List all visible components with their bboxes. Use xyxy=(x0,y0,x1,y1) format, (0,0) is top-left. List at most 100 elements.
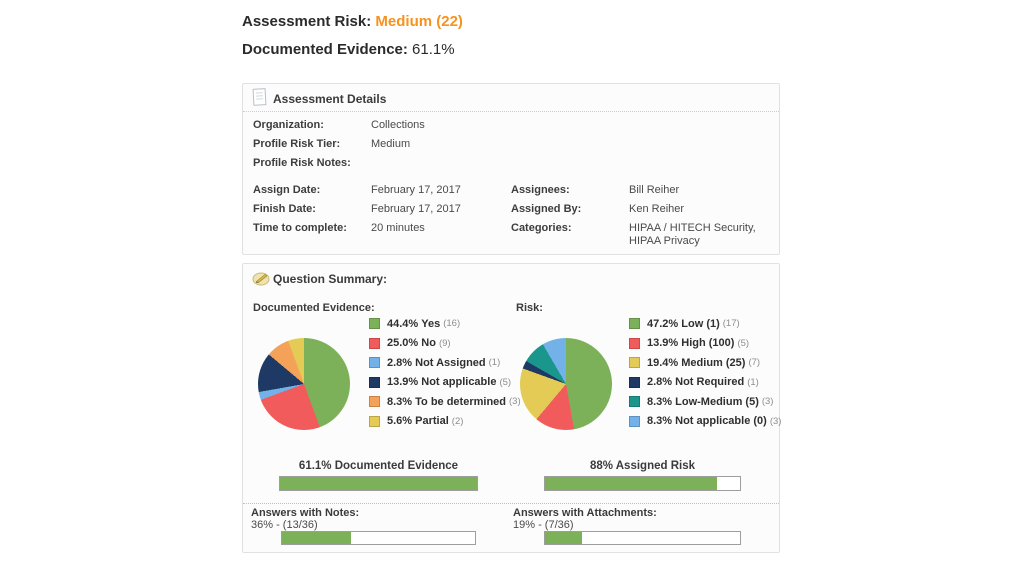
field-value: Collections xyxy=(371,119,425,131)
legend-item: 13.9% High (100) (5) xyxy=(629,334,781,354)
field-value: Bill Reiher xyxy=(629,184,680,196)
legend-count: (9) xyxy=(438,337,451,349)
legend-label: Partial xyxy=(415,415,449,428)
assessment-risk-value: Medium (22) xyxy=(375,13,463,30)
risk-pie-chart xyxy=(520,338,612,430)
legend-label: Low-Medium (5) xyxy=(675,395,759,408)
legend-count: (16) xyxy=(443,318,461,330)
legend-count: (1) xyxy=(488,357,501,369)
legend-pct: 25.0% xyxy=(387,337,419,350)
evidence-chart-label: Documented Evidence: xyxy=(253,302,375,314)
note-pencil-icon xyxy=(252,270,271,291)
documented-evidence-progress-fill xyxy=(280,477,477,490)
field-label: Profile Risk Tier: xyxy=(253,138,341,150)
legend-swatch xyxy=(629,337,640,349)
assessment-details-header: Assessment Details xyxy=(243,84,779,112)
legend-item: 44.4% Yes (16) xyxy=(369,314,521,334)
field-label: Finish Date: xyxy=(253,203,316,215)
answers-with-attachments-progress-fill xyxy=(545,532,583,544)
legend-swatch xyxy=(629,318,640,330)
legend-swatch xyxy=(629,396,640,408)
assigned-risk-progress-fill xyxy=(545,477,717,490)
risk-chart-label: Risk: xyxy=(516,302,543,314)
legend-pct: 8.3% xyxy=(647,395,673,408)
legend-swatch xyxy=(369,357,380,369)
field-label: Time to complete: xyxy=(253,222,347,234)
legend-swatch xyxy=(369,337,380,349)
legend-label: To be determined xyxy=(415,395,507,408)
risk-legend: 47.2% Low (1) (17) 13.9% High (100) (5) … xyxy=(629,314,781,431)
field-label: Assignees: xyxy=(511,184,570,196)
assessment-details-panel: Assessment Details Organization: Collect… xyxy=(242,83,780,255)
answers-with-attachments-value: 19% - (7/36) xyxy=(513,519,574,531)
legend-label: Not Assigned xyxy=(415,356,486,369)
answers-with-notes-value: 36% - (13/36) xyxy=(251,519,318,531)
field-value: Medium xyxy=(371,138,411,150)
legend-pct: 8.3% xyxy=(647,415,673,428)
answers-with-notes-progress-bar xyxy=(281,531,476,545)
field-value: Ken Reiher xyxy=(629,203,685,215)
legend-item: 8.3% To be determined (3) xyxy=(369,392,521,412)
assessment-risk-label: Assessment Risk: xyxy=(242,13,372,30)
field-value: February 17, 2017 xyxy=(371,203,461,215)
legend-swatch xyxy=(629,415,640,427)
legend-item: 13.9% Not applicable (5) xyxy=(369,373,521,393)
legend-count: (5) xyxy=(499,376,512,388)
documented-evidence-value: 61.1% xyxy=(412,41,455,58)
legend-swatch xyxy=(369,318,380,330)
documented-evidence-progress-bar xyxy=(279,476,478,491)
legend-pct: 2.8% xyxy=(387,356,413,369)
question-summary-panel: Question Summary: Documented Evidence: R… xyxy=(242,263,781,553)
answers-with-notes-progress-fill xyxy=(282,532,352,544)
documented-evidence-bar-title: 61.1% Documented Evidence xyxy=(298,460,459,472)
documented-evidence-legend: 44.4% Yes (16) 25.0% No (9) 2.8% Not Ass… xyxy=(369,314,521,431)
legend-pct: 8.3% xyxy=(387,395,413,408)
legend-count: (2) xyxy=(451,415,464,427)
legend-count: (3) xyxy=(761,396,774,408)
field-value: 20 minutes xyxy=(371,222,425,234)
legend-item: 8.3% Low-Medium (5) (3) xyxy=(629,392,781,412)
field-label: Assigned By: xyxy=(511,203,582,215)
legend-item: 25.0% No (9) xyxy=(369,334,521,354)
legend-item: 19.4% Medium (25) (7) xyxy=(629,353,781,373)
legend-item: 2.8% Not Assigned (1) xyxy=(369,353,521,373)
legend-pct: 47.2% xyxy=(647,317,679,330)
answers-with-attachments-label: Answers with Attachments: xyxy=(513,507,657,519)
field-label: Assign Date: xyxy=(253,184,321,196)
assessment-details-title: Assessment Details xyxy=(273,92,387,106)
legend-pct: 13.9% xyxy=(387,376,419,389)
legend-item: 5.6% Partial (2) xyxy=(369,412,521,432)
legend-count: (3) xyxy=(769,415,782,427)
documented-evidence-pie-chart xyxy=(258,338,350,430)
legend-pct: 2.8% xyxy=(647,376,673,389)
legend-label: High (100) xyxy=(681,337,735,350)
assigned-risk-progress-bar xyxy=(544,476,741,491)
legend-count: (5) xyxy=(737,337,750,349)
legend-label: No xyxy=(421,337,436,350)
legend-count: (7) xyxy=(748,357,761,369)
question-summary-title: Question Summary: xyxy=(273,272,388,286)
legend-swatch xyxy=(369,415,380,427)
legend-label: Not applicable (0) xyxy=(675,415,767,428)
legend-swatch xyxy=(369,396,380,408)
legend-label: Medium (25) xyxy=(681,356,746,369)
page-title-risk: Assessment Risk: Medium (22) xyxy=(242,13,463,30)
legend-pct: 19.4% xyxy=(647,356,679,369)
assigned-risk-bar-title: 88% Assigned Risk xyxy=(589,460,696,472)
legend-item: 2.8% Not Required (1) xyxy=(629,373,781,393)
field-label: Organization: xyxy=(253,119,324,131)
section-divider xyxy=(243,503,779,504)
legend-label: Yes xyxy=(421,317,441,330)
legend-label: Low (1) xyxy=(681,317,720,330)
legend-item: 8.3% Not applicable (0) (3) xyxy=(629,412,781,432)
legend-count: (17) xyxy=(722,318,740,330)
field-label: Categories: xyxy=(511,222,572,234)
legend-label: Not applicable xyxy=(421,376,497,389)
legend-label: Not Required xyxy=(675,376,745,389)
legend-swatch xyxy=(629,357,640,369)
legend-pct: 13.9% xyxy=(647,337,679,350)
legend-swatch xyxy=(629,376,640,388)
legend-pct: 44.4% xyxy=(387,317,419,330)
field-value: February 17, 2017 xyxy=(371,184,461,196)
legend-pct: 5.6% xyxy=(387,415,413,428)
